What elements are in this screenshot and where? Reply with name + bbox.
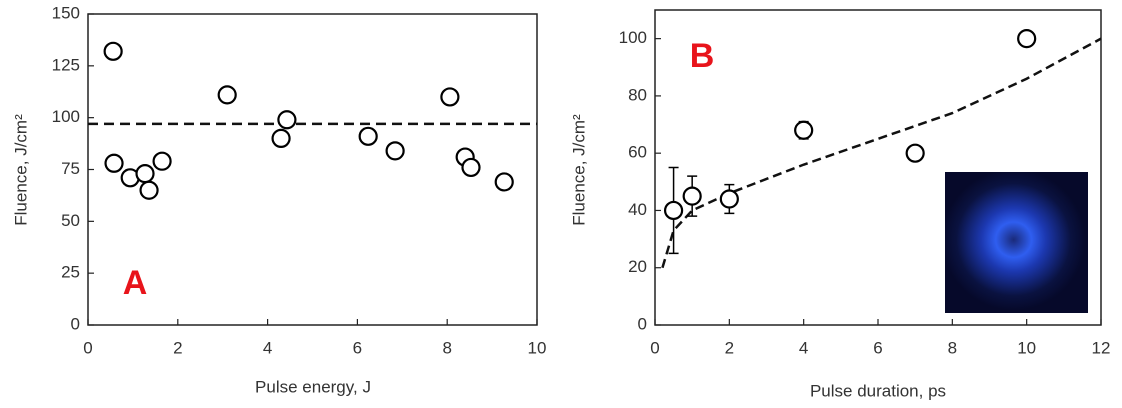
x-tick-label: 6	[353, 338, 362, 357]
data-point	[271, 128, 291, 148]
data-point	[461, 157, 481, 178]
y-axis-label: Fluence, J/cm²	[11, 114, 30, 226]
data-point	[217, 85, 237, 105]
y-tick-label: 0	[71, 314, 80, 333]
panel-label: B	[690, 37, 715, 75]
x-tick-label: 2	[173, 338, 182, 357]
x-tick-label: 4	[263, 338, 272, 357]
x-axis-label: Pulse duration, ps	[810, 381, 946, 400]
data-point	[905, 143, 925, 163]
x-tick-label: 8	[442, 338, 451, 357]
y-tick-label: 20	[628, 257, 647, 276]
x-tick-label: 10	[1017, 338, 1036, 357]
x-tick-label: 0	[650, 338, 659, 357]
data-point	[152, 151, 172, 171]
x-tick-label: 10	[528, 338, 547, 357]
y-tick-label: 100	[619, 28, 647, 47]
data-point	[1017, 29, 1037, 49]
x-axis-label: Pulse energy, J	[255, 377, 371, 396]
y-tick-label: 60	[628, 143, 647, 162]
data-point	[663, 200, 684, 221]
data-point	[682, 186, 702, 206]
data-point	[494, 172, 514, 192]
y-tick-label: 40	[628, 200, 647, 219]
data-point	[385, 141, 405, 161]
data-point	[139, 180, 159, 200]
x-tick-label: 12	[1092, 338, 1111, 357]
y-tick-label: 0	[638, 314, 647, 333]
data-point	[103, 41, 123, 61]
inset-image	[945, 172, 1088, 313]
data-point	[794, 120, 814, 140]
y-tick-label: 100	[52, 107, 80, 126]
x-tick-label: 4	[799, 338, 808, 357]
y-tick-label: 75	[61, 159, 80, 178]
x-tick-label: 0	[83, 338, 92, 357]
data-point	[440, 87, 460, 107]
x-tick-label: 6	[873, 338, 882, 357]
fit-curve	[661, 37, 1102, 269]
data-point	[277, 110, 297, 130]
data-point	[719, 189, 739, 209]
y-tick-label: 125	[52, 55, 80, 74]
y-tick-label: 80	[628, 85, 647, 104]
y-axis-label: Fluence, J/cm²	[569, 114, 588, 226]
panel-label: A	[123, 264, 148, 302]
y-tick-label: 150	[52, 3, 80, 22]
data-point	[135, 164, 155, 184]
x-tick-label: 8	[948, 338, 957, 357]
y-tick-label: 50	[61, 211, 80, 230]
data-point	[358, 126, 378, 146]
x-tick-label: 2	[725, 338, 734, 357]
data-point	[104, 153, 124, 173]
y-tick-label: 25	[61, 263, 80, 282]
